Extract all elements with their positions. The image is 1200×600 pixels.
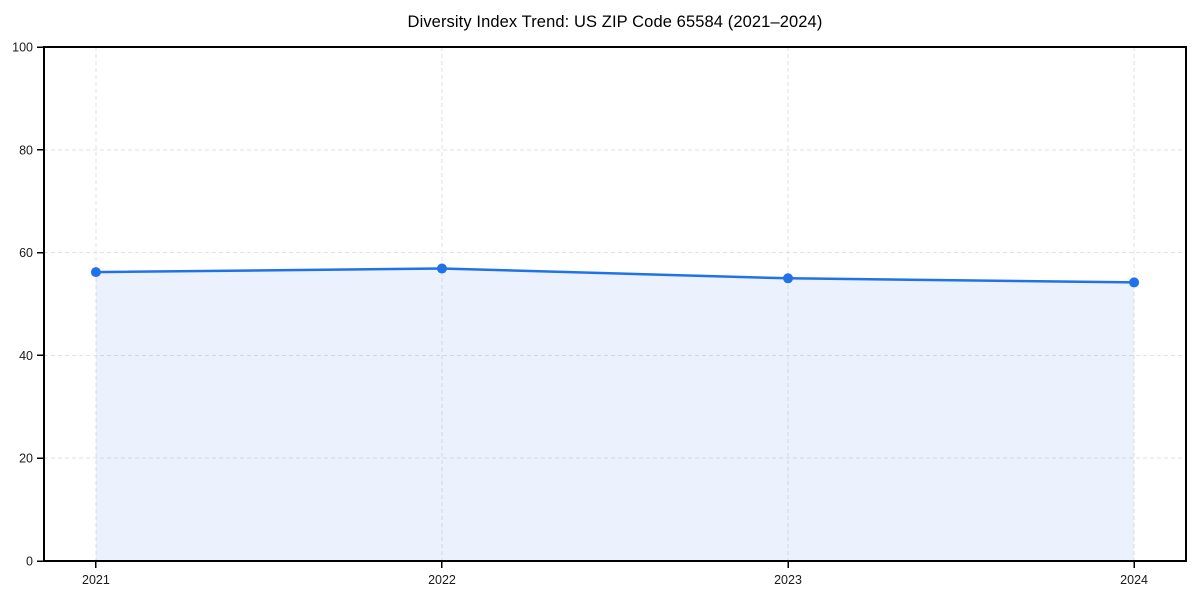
x-tick-label: 2022	[428, 573, 456, 587]
y-tick-label: 40	[19, 349, 33, 363]
trend-line	[94, 267, 1136, 284]
x-tick-label: 2024	[1120, 573, 1148, 587]
y-tick-label: 60	[19, 246, 33, 260]
data-point-markers	[90, 263, 1140, 288]
y-tick-label: 20	[19, 452, 33, 466]
tick-marks	[37, 46, 1135, 568]
tick-labels: 0 20 40 60 80 100 2021 2022 2023 2024	[12, 41, 1148, 588]
data-point-marker	[90, 267, 101, 278]
area-fill	[95, 268, 1135, 561]
data-point-marker	[783, 273, 794, 284]
y-tick-label: 80	[19, 143, 33, 157]
data-point-marker	[436, 263, 447, 274]
y-tick-label: 0	[26, 555, 33, 569]
plot-border	[43, 46, 1187, 562]
y-tick-label: 100	[12, 41, 33, 55]
data-point-marker	[1129, 277, 1140, 288]
x-tick-label: 2021	[82, 573, 110, 587]
x-tick-label: 2023	[774, 573, 802, 587]
chart-title: Diversity Index Trend: US ZIP Code 65584…	[407, 13, 823, 31]
